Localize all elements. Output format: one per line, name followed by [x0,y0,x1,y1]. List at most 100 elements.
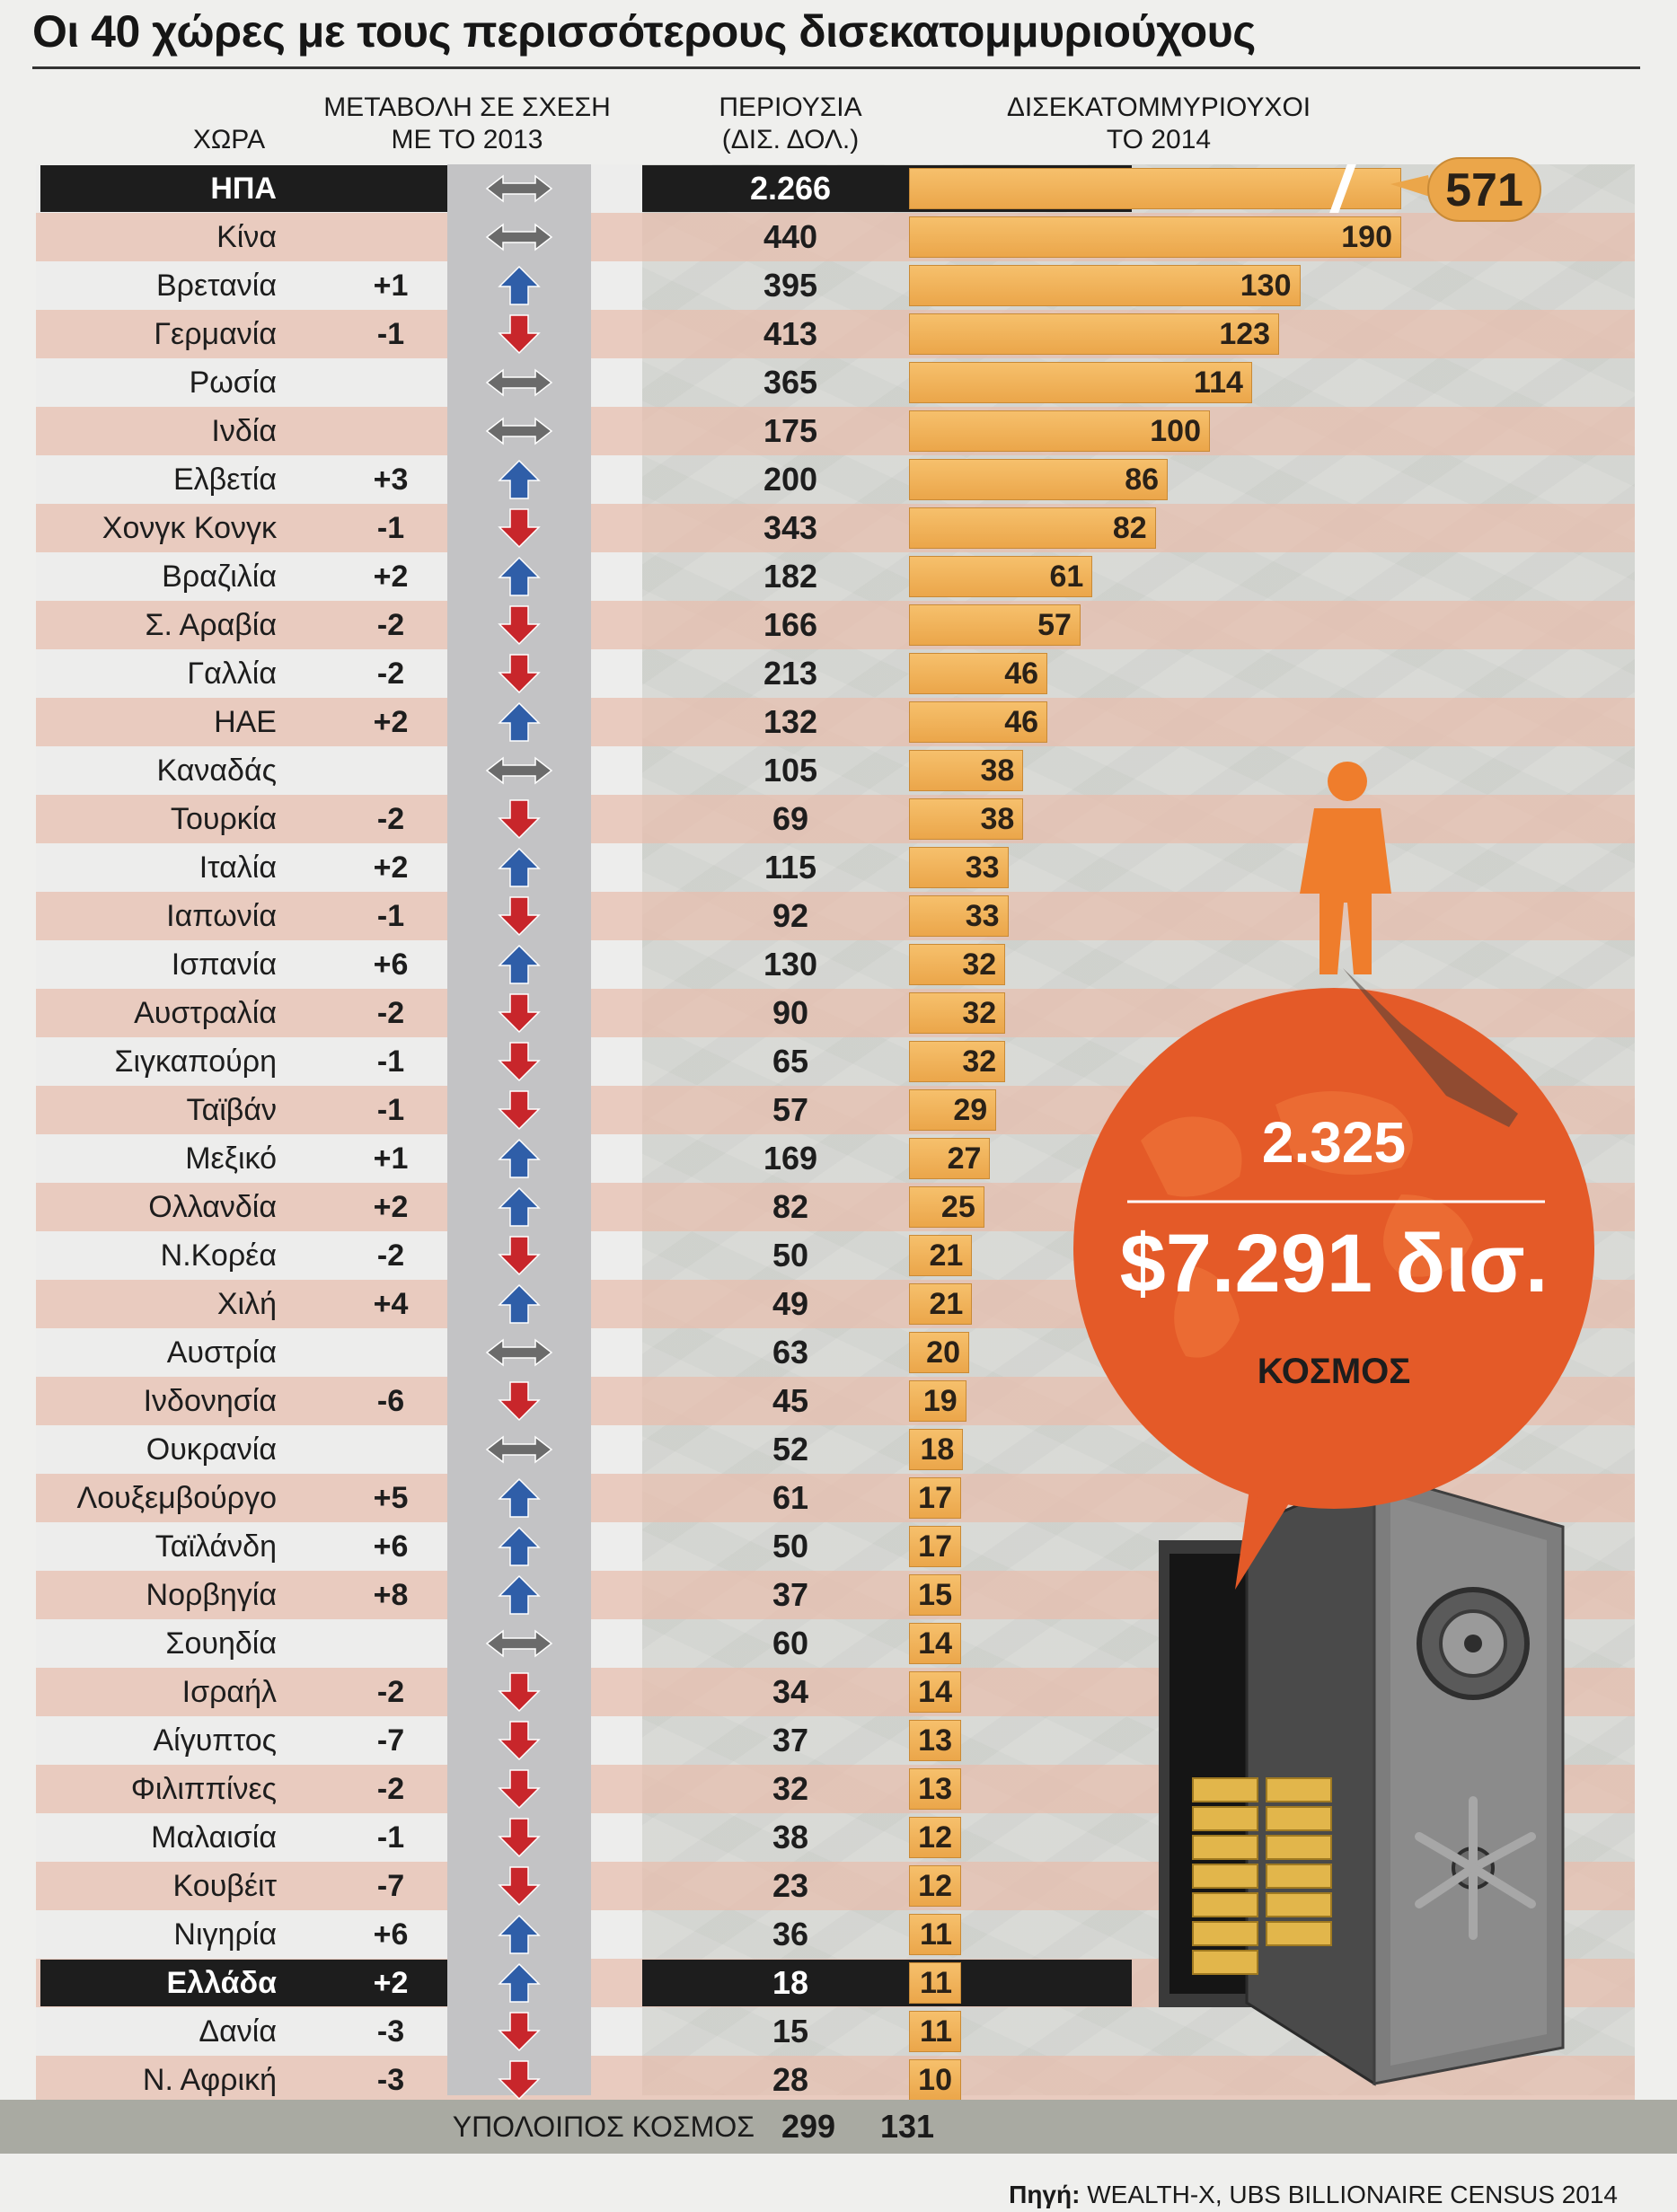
wealth-value: 395 [710,261,871,310]
arrow-down-icon [483,506,555,555]
arrow-up-icon [483,1476,555,1525]
country-name: Μεξικό [36,1134,277,1183]
change-value: -2 [346,1765,436,1813]
change-value: -7 [346,1716,436,1765]
rest-of-world-billionaires: 131 [862,2100,952,2154]
change-value: -2 [346,601,436,649]
change-value: -1 [346,1086,436,1134]
table-row: ΗΠΑ 2.266 [0,164,1677,213]
chart-title: Οι 40 χώρες με τους περισσότερους δισεκα… [32,5,1256,57]
arrow-same-icon [483,360,555,410]
arrow-down-icon [483,2009,555,2058]
table-row: Τουρκία -2 69 38 [0,795,1677,843]
table-row: Ισπανία +6 130 32 [0,940,1677,989]
billionaires-value: 20 [861,1328,960,1377]
arrow-up-icon [483,700,555,749]
arrow-up-icon [483,1961,555,2010]
change-value: -1 [346,892,436,940]
wealth-value: 175 [710,407,871,455]
wealth-value: 52 [710,1425,871,1474]
header-change-line1: ΜΕΤΑΒΟΛΗ ΣΕ ΣΧΕΣΗ [305,92,629,124]
billionaires-value: 33 [901,843,1000,892]
wealth-value: 38 [710,1813,871,1862]
wealth-value: 92 [710,892,871,940]
wealth-value: 32 [710,1765,871,1813]
world-wealth-total: $7.291 δισ. [1109,1217,1558,1311]
billionaires-value: 10 [853,2056,952,2104]
change-value: -2 [346,649,436,698]
change-value: +1 [346,1134,436,1183]
table-row: Αίγυπτος -7 37 13 [0,1716,1677,1765]
table-row: Ιαπωνία -1 92 33 [0,892,1677,940]
billionaires-value: 32 [897,940,996,989]
billionaires-value: 12 [853,1813,952,1862]
wealth-value: 15 [710,2007,871,2056]
arrow-down-icon [483,1767,555,1816]
country-name: Ολλανδία [36,1183,277,1231]
wealth-value: 130 [710,940,871,989]
arrow-down-icon [483,894,555,943]
billionaires-bar [909,168,1401,209]
arrow-down-icon [483,1088,555,1137]
billionaires-value: 29 [888,1086,987,1134]
country-name: Καναδάς [36,746,277,795]
billionaires-value: 33 [901,892,1000,940]
wealth-value: 166 [710,601,871,649]
wealth-value: 2.266 [710,164,871,213]
wealth-value: 60 [710,1619,871,1668]
country-name: ΗΑΕ [36,698,277,746]
billionaires-value: 123 [1171,310,1270,358]
arrow-down-icon [483,603,555,652]
change-value: +8 [346,1571,436,1619]
table-row: Ισραήλ -2 34 14 [0,1668,1677,1716]
country-name: Αυστραλία [36,989,277,1037]
table-row: Ελλάδα +2 18 11 [0,1959,1677,2007]
title-divider [32,66,1640,69]
change-value: +5 [346,1474,436,1522]
top-callout-value: 571 [1428,163,1540,217]
country-name: Βρετανία [36,261,277,310]
country-name: Χονγκ Κονγκ [36,504,277,552]
change-value: +2 [346,552,436,601]
table-row: Νορβηγία +8 37 15 [0,1571,1677,1619]
arrow-up-icon [483,1912,555,1961]
wealth-value: 45 [710,1377,871,1425]
header-billionaires-line2: ΤΟ 2014 [997,124,1320,156]
table-row: Βραζιλία +2 182 61 [0,552,1677,601]
arrow-down-icon [483,1233,555,1282]
table-row: Σουηδία 60 14 [0,1619,1677,1668]
arrow-same-icon [483,1621,555,1670]
arrow-same-icon [483,409,555,458]
wealth-value: 57 [710,1086,871,1134]
change-value: -7 [346,1862,436,1910]
change-value: -2 [346,1668,436,1716]
arrow-up-icon [483,1573,555,1622]
country-name: Ινδία [36,407,277,455]
country-name: Νορβηγία [36,1571,277,1619]
country-name: Ιταλία [36,843,277,892]
billionaires-value: 12 [853,1862,952,1910]
header-country-label: ΧΩΡΑ [193,125,265,154]
table-row: Ινδία 175 100 [0,407,1677,455]
country-name: Ιαπωνία [36,892,277,940]
wealth-value: 82 [710,1183,871,1231]
wealth-value: 63 [710,1328,871,1377]
rest-of-world-label: ΥΠΟΛΟΙΠΟΣ ΚΟΣΜΟΣ [422,2100,755,2154]
wealth-value: 65 [710,1037,871,1086]
billionaires-value: 14 [853,1619,952,1668]
table-row: Κίνα 440 190 [0,213,1677,261]
wealth-value: 50 [710,1522,871,1571]
billionaires-value: 18 [855,1425,954,1474]
change-value: -3 [346,2056,436,2104]
billionaires-value: 27 [882,1134,981,1183]
country-name: Σ. Αραβία [36,601,277,649]
billionaires-value: 15 [853,1571,952,1619]
billionaires-value: 13 [853,1765,952,1813]
billionaires-value: 46 [940,649,1038,698]
wealth-value: 132 [710,698,871,746]
wealth-value: 34 [710,1668,871,1716]
country-name: Ισραήλ [36,1668,277,1716]
table-row: Ταϊλάνδη +6 50 17 [0,1522,1677,1571]
wealth-value: 413 [710,310,871,358]
